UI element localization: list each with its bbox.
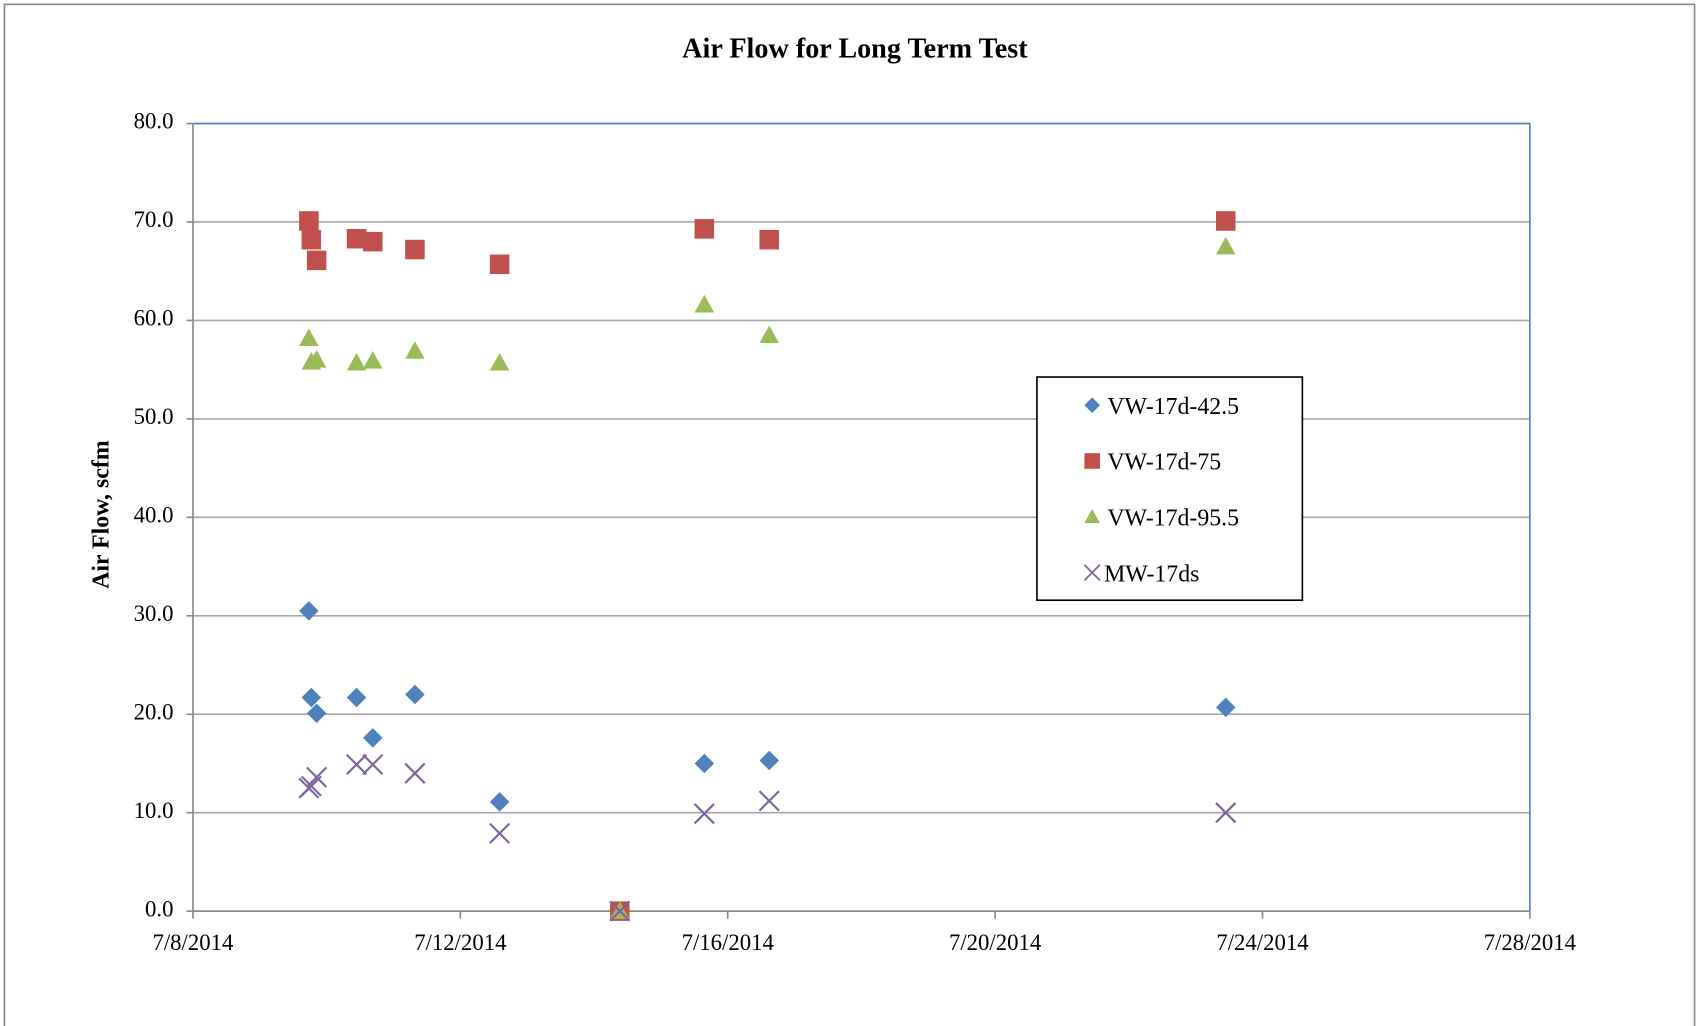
legend-marker [1084, 397, 1100, 414]
data-point [759, 325, 779, 343]
data-point [694, 294, 715, 313]
data-point [693, 803, 715, 825]
data-point [609, 900, 631, 922]
y-tick-label: 60.0 [134, 306, 174, 331]
data-point [346, 687, 367, 708]
x-tick-label: 7/28/2014 [1484, 930, 1577, 955]
y-tick-label: 20.0 [134, 699, 174, 724]
y-tick-label: 80.0 [134, 109, 174, 134]
chart-title: Air Flow for Long Term Test [682, 33, 1028, 64]
y-tick-label: 0.0 [145, 896, 173, 921]
data-point [346, 228, 367, 249]
data-point [346, 753, 368, 775]
chart-frame [3, 3, 1696, 1026]
data-point [362, 753, 384, 775]
data-point [694, 219, 715, 239]
data-point [489, 822, 511, 844]
data-point [405, 239, 425, 260]
data-point [299, 211, 319, 231]
legend-label: VW-17d-75 [1107, 450, 1221, 476]
data-point [758, 790, 780, 812]
legend-marker [1084, 453, 1100, 469]
data-point [301, 229, 322, 250]
data-point [306, 250, 327, 271]
data-point [1215, 236, 1236, 255]
data-point [759, 229, 779, 250]
legend-label: MW-17ds [1104, 561, 1199, 587]
y-axis-label: Air Flow, scfm [88, 440, 114, 589]
data-point [306, 766, 328, 788]
data-point [405, 684, 425, 705]
data-point [489, 792, 510, 812]
y-tick-label: 50.0 [134, 404, 174, 429]
data-point [306, 350, 327, 368]
data-point [301, 687, 322, 708]
y-tick-label: 70.0 [134, 207, 174, 232]
data-point [405, 341, 425, 359]
x-tick-label: 7/8/2014 [152, 930, 234, 955]
data-point [489, 254, 510, 275]
legend-marker [1083, 564, 1101, 582]
data-point [1215, 211, 1236, 231]
x-tick-label: 7/12/2014 [414, 930, 507, 955]
data-point [489, 353, 510, 371]
legend-marker [1084, 508, 1100, 524]
data-point [363, 351, 383, 369]
data-point [299, 328, 319, 346]
data-point [1215, 802, 1237, 824]
y-tick-label: 10.0 [134, 798, 174, 823]
x-tick-label: 7/16/2014 [682, 930, 775, 955]
x-tick-label: 7/20/2014 [949, 930, 1042, 955]
legend-label: VW-17d-95.5 [1107, 506, 1239, 532]
x-tick-label: 7/24/2014 [1216, 930, 1309, 955]
data-point [299, 601, 319, 621]
legend-label: VW-17d-42.5 [1107, 394, 1239, 420]
data-point [346, 353, 367, 371]
y-tick-label: 30.0 [134, 601, 174, 626]
data-point [363, 231, 383, 252]
legend-box [1036, 376, 1304, 602]
data-point [404, 762, 426, 784]
y-tick-label: 40.0 [134, 503, 174, 528]
